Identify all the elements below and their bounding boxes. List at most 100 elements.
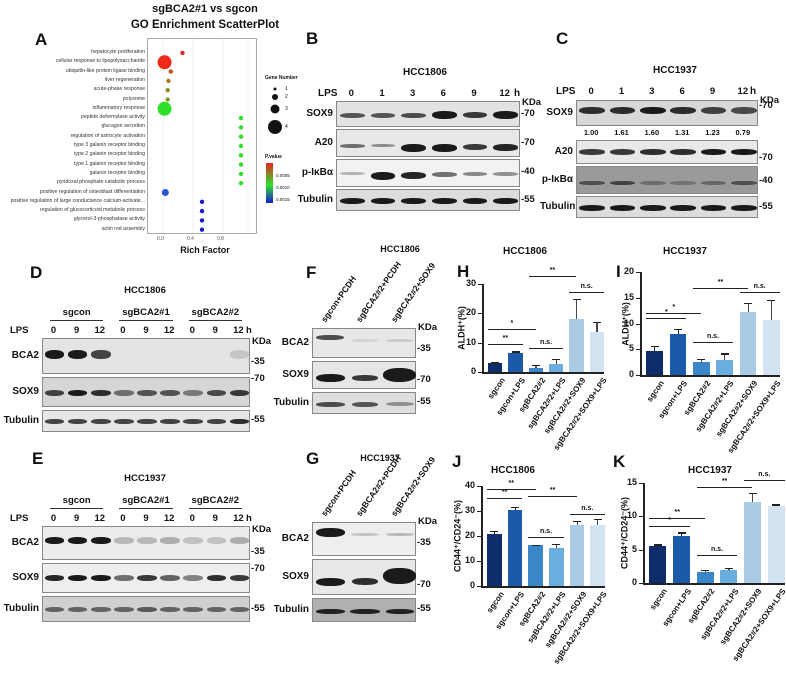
blot-strip — [312, 522, 416, 556]
go-scatter-svg — [157, 39, 249, 233]
significance-line — [528, 276, 577, 277]
significance-line — [739, 292, 780, 293]
protein-band — [401, 112, 426, 118]
protein-band — [315, 374, 346, 382]
protein-band — [352, 375, 378, 381]
go-point — [161, 189, 169, 196]
protein-band — [183, 390, 204, 396]
significance-label: n.s. — [753, 283, 766, 290]
group-divider — [119, 508, 173, 509]
x-tick-label: sgcon — [485, 376, 507, 401]
error-cap — [653, 544, 662, 546]
significance-line — [646, 313, 702, 314]
bar — [589, 332, 605, 372]
blot-row-label: Tubulin — [3, 415, 39, 426]
y-tick-label: 10 — [464, 555, 475, 565]
error-cap — [573, 521, 581, 523]
significance-label: n.s. — [758, 471, 771, 478]
time-label: 12 — [737, 86, 749, 97]
go-point — [199, 218, 205, 223]
blot-row-label: SOX9 — [306, 108, 333, 119]
protein-band — [730, 107, 757, 114]
y-tick-label: 40 — [464, 480, 475, 490]
kda-marker: -55 — [251, 603, 265, 614]
kda-marker: -40 — [521, 166, 535, 177]
go-term-label: galanin receptor binding — [89, 169, 145, 176]
protein-band — [670, 205, 697, 211]
panel-label-g: G — [306, 449, 320, 468]
bar — [486, 533, 502, 586]
kda-marker: -35 — [417, 343, 431, 354]
protein-band — [493, 144, 518, 151]
go-point — [238, 134, 244, 139]
significance-label: ** — [501, 489, 508, 496]
blot-row-label: BCA2 — [11, 350, 39, 361]
protein-band — [67, 537, 88, 544]
time-label: 12 — [233, 325, 244, 336]
bar — [696, 572, 714, 583]
error-cap — [748, 493, 757, 495]
y-tick-mark — [477, 561, 481, 562]
group-divider — [50, 320, 104, 321]
go-point — [199, 208, 205, 214]
significance-label: ** — [549, 267, 556, 274]
time-label: 1 — [379, 88, 385, 99]
group-label: sgcon — [62, 495, 91, 506]
go-legend: Gene Number 1 2 3 4 P.value 0.0005 0.001… — [265, 75, 298, 205]
y-tick-label: 20 — [623, 266, 634, 276]
time-label: 12 — [499, 88, 510, 99]
error-bar — [681, 532, 683, 536]
protein-band — [401, 198, 426, 204]
protein-band — [44, 537, 65, 544]
error-bar — [677, 328, 679, 334]
protein-band — [670, 181, 697, 185]
y-tick-mark — [477, 536, 481, 537]
protein-band — [315, 578, 346, 586]
error-cap — [593, 519, 602, 521]
protein-band — [385, 402, 414, 406]
go-point — [238, 153, 244, 158]
protein-band — [160, 390, 180, 396]
error-cap — [572, 298, 581, 300]
error-bar — [728, 567, 730, 571]
chart-title: HCC1937 — [688, 465, 732, 476]
panel-a: sgBCA2#1 vs sgcon GO Enrichment ScatterP… — [0, 0, 298, 255]
time-label: 3 — [410, 88, 416, 99]
kda-marker: -35 — [251, 546, 265, 557]
protein-band — [229, 575, 250, 581]
y-tick-label: 0 — [469, 580, 475, 590]
protein-band — [137, 419, 157, 424]
protein-band — [340, 112, 365, 118]
time-label: 9 — [143, 513, 149, 524]
y-tick-mark — [639, 549, 643, 551]
blot-strip — [576, 196, 758, 218]
quant-value: 0.79 — [735, 128, 751, 137]
protein-band — [206, 537, 227, 544]
blot-row-label: p-IκBα — [301, 167, 333, 178]
protein-band — [340, 172, 365, 175]
blot-strip — [336, 101, 520, 127]
quant-value: 1.61 — [614, 128, 629, 137]
go-point — [238, 171, 244, 177]
time-label: 9 — [471, 88, 477, 99]
panel-label-i: I — [616, 262, 621, 281]
y-tick-label: 0 — [470, 366, 476, 376]
y-tick-mark — [477, 586, 481, 587]
significance-label: n.s. — [539, 528, 553, 535]
x-axis — [640, 375, 780, 377]
y-tick-label: 0 — [631, 577, 637, 587]
group-label: sgcon — [62, 307, 91, 318]
protein-band — [350, 608, 380, 614]
kda-marker: -55 — [417, 396, 431, 407]
protein-band — [160, 419, 180, 424]
kda-marker: -70 — [251, 373, 265, 384]
go-term-label: regulation of astrocyte activation — [70, 132, 145, 139]
bar — [487, 363, 503, 372]
chart-title: HCC1806 — [491, 465, 535, 476]
blot-strip — [312, 598, 416, 622]
protein-band — [432, 144, 457, 152]
protein-band — [493, 111, 518, 119]
significance-line — [487, 344, 523, 345]
go-point — [157, 55, 172, 70]
protein-band — [44, 390, 65, 396]
